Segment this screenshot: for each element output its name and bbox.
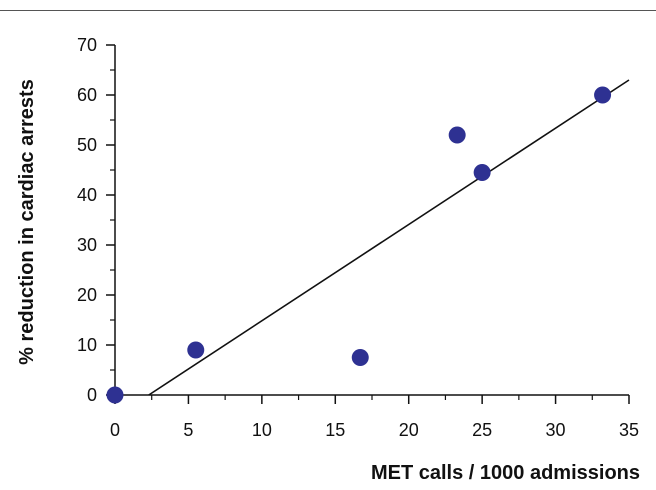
x-tick-label: 20 bbox=[399, 420, 419, 440]
y-tick-label: 30 bbox=[77, 235, 97, 255]
y-tick-label: 20 bbox=[77, 285, 97, 305]
x-tick-label: 15 bbox=[325, 420, 345, 440]
x-axis-title: MET calls / 1000 admissions bbox=[371, 462, 640, 484]
x-tick-label: 10 bbox=[252, 420, 272, 440]
data-points bbox=[106, 86, 612, 404]
data-point bbox=[351, 349, 369, 366]
data-point bbox=[187, 341, 205, 359]
y-tick-label: 50 bbox=[77, 135, 97, 155]
data-point bbox=[448, 126, 466, 144]
y-tick-label: 70 bbox=[77, 35, 97, 55]
chart-ticks: 0 5 10 15 20 25 30 35 0 10 20 30 40 50 60 70 bbox=[77, 35, 639, 440]
trend-line bbox=[148, 79, 630, 396]
x-tick-label: 25 bbox=[472, 420, 492, 440]
trend-line-group bbox=[148, 79, 630, 396]
y-tick-label: 0 bbox=[87, 385, 97, 405]
data-point bbox=[473, 164, 491, 181]
y-tick-label: 10 bbox=[77, 335, 97, 355]
x-tick-label: 5 bbox=[183, 420, 193, 440]
y-tick-label: 60 bbox=[77, 85, 97, 105]
x-tick-label: 35 bbox=[619, 420, 639, 440]
x-tick-label: 0 bbox=[110, 420, 120, 440]
data-point bbox=[106, 386, 124, 404]
x-tick-label: 30 bbox=[546, 420, 566, 440]
top-divider bbox=[0, 10, 656, 11]
y-axis-title: % reduction in cardiac arrests bbox=[16, 79, 38, 365]
y-tick-label: 40 bbox=[77, 185, 97, 205]
data-point bbox=[594, 86, 612, 104]
